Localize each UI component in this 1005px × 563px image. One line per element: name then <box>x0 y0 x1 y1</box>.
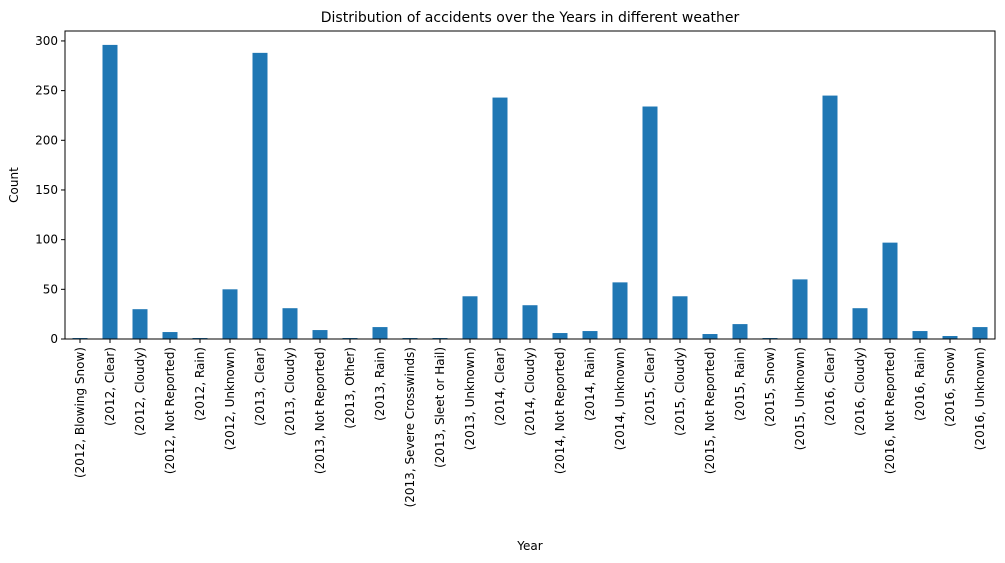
x-tick-label: (2012, Rain) <box>193 347 207 421</box>
x-tick-label: (2012, Not Reported) <box>163 347 177 474</box>
bar <box>252 52 268 340</box>
bar <box>942 336 958 339</box>
x-tick-label: (2013, Unknown) <box>463 347 477 450</box>
y-tick-label: 0 <box>50 332 58 346</box>
bar <box>462 296 478 339</box>
x-tick-label: (2015, Unknown) <box>793 347 807 450</box>
y-tick-label: 300 <box>35 34 58 48</box>
x-axis: (2012, Blowing Snow) (2012, Clear) (2012, … <box>73 339 987 507</box>
x-tick-label: (2015, Rain) <box>733 347 747 421</box>
x-tick-label: (2014, Not Reported) <box>553 347 567 474</box>
x-tick-label: (2014, Clear) <box>493 347 507 426</box>
x-axis-label: Year <box>516 539 542 553</box>
bar <box>642 106 658 339</box>
bar <box>132 309 148 339</box>
chart-title: Distribution of accidents over the Years… <box>321 10 740 26</box>
x-tick-label: (2015, Cloudy) <box>673 347 687 436</box>
x-tick-label: (2016, Not Reported) <box>883 347 897 474</box>
y-tick-label: 150 <box>35 183 58 197</box>
plot-frame <box>64 30 996 340</box>
x-tick-label: (2016, Clear) <box>823 347 837 426</box>
bar <box>102 44 118 339</box>
bar <box>162 332 178 339</box>
y-tick-label: 50 <box>43 282 58 296</box>
bar <box>912 331 928 339</box>
x-tick-label: (2016, Unknown) <box>973 347 987 450</box>
x-tick-label: (2016, Rain) <box>913 347 927 421</box>
x-tick-label: (2016, Snow) <box>943 347 957 427</box>
bar <box>672 296 688 339</box>
y-axis: 0 50 100 150 200 250 300 <box>35 34 65 346</box>
x-tick-label: (2015, Snow) <box>763 347 777 427</box>
bar <box>222 289 238 339</box>
bar <box>792 279 808 339</box>
y-tick-label: 250 <box>35 84 58 98</box>
bar <box>282 308 298 339</box>
bar <box>312 330 328 339</box>
bar <box>492 97 508 339</box>
x-tick-label: (2012, Blowing Snow) <box>73 347 87 478</box>
x-tick-label: (2013, Severe Crosswinds) <box>403 347 417 507</box>
bar <box>522 305 538 339</box>
x-tick-label: (2013, Rain) <box>373 347 387 421</box>
x-tick-label: (2013, Other) <box>343 347 357 429</box>
x-tick-label: (2012, Unknown) <box>223 347 237 450</box>
y-axis-label: Count <box>7 167 21 203</box>
bar <box>702 334 718 339</box>
bar <box>822 95 838 339</box>
x-tick-label: (2014, Cloudy) <box>523 347 537 436</box>
x-tick-label: (2013, Cloudy) <box>283 347 297 436</box>
x-tick-label: (2016, Cloudy) <box>853 347 867 436</box>
bar <box>372 327 388 339</box>
x-tick-label: (2012, Cloudy) <box>133 347 147 436</box>
bar <box>612 282 628 339</box>
y-tick-label: 200 <box>35 133 58 147</box>
bar <box>972 327 988 339</box>
x-tick-label: (2015, Clear) <box>643 347 657 426</box>
bar <box>732 324 748 339</box>
x-tick-label: (2014, Rain) <box>583 347 597 421</box>
bar <box>582 331 598 339</box>
x-tick-label: (2014, Unknown) <box>613 347 627 450</box>
x-tick-label: (2013, Sleet or Hail) <box>433 347 447 468</box>
x-tick-label: (2015, Not Reported) <box>703 347 717 474</box>
x-tick-label: (2013, Clear) <box>253 347 267 426</box>
bars-group <box>72 44 988 340</box>
bar <box>552 333 568 339</box>
x-tick-label: (2013, Not Reported) <box>313 347 327 474</box>
y-tick-label: 100 <box>35 233 58 247</box>
bar <box>882 242 898 339</box>
bar <box>852 308 868 339</box>
x-tick-label: (2012, Clear) <box>103 347 117 426</box>
